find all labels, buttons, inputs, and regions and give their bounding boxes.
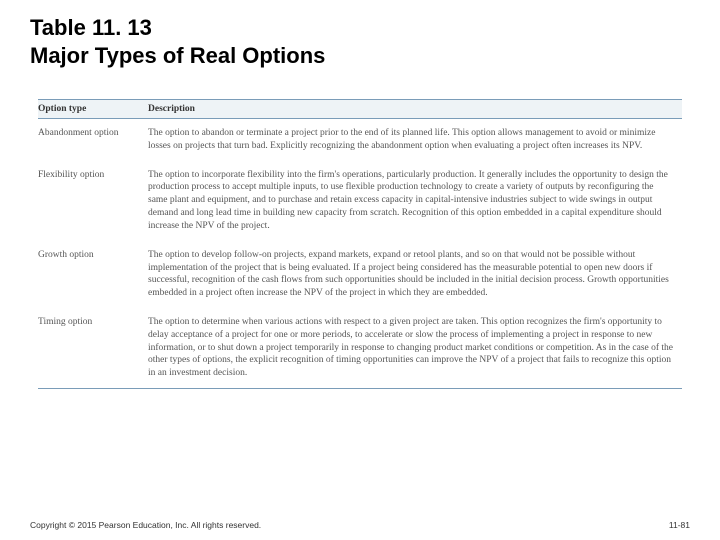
col-header-desc: Description (148, 100, 682, 119)
slide-title: Table 11. 13 Major Types of Real Options (0, 0, 720, 69)
options-table: Option type Description Abandonment opti… (38, 99, 682, 389)
page-number: 11-81 (669, 520, 690, 530)
table-row: Timing option The option to determine wh… (38, 308, 682, 389)
table-header-row: Option type Description (38, 100, 682, 119)
option-name: Growth option (38, 241, 148, 308)
option-desc: The option to abandon or terminate a pro… (148, 119, 682, 161)
table-row: Growth option The option to develop foll… (38, 241, 682, 308)
copyright-text: Copyright © 2015 Pearson Education, Inc.… (30, 520, 261, 530)
option-desc: The option to incorporate flexibility in… (148, 161, 682, 241)
options-table-wrap: Option type Description Abandonment opti… (38, 99, 682, 389)
slide-footer: Copyright © 2015 Pearson Education, Inc.… (30, 520, 690, 530)
title-line-2: Major Types of Real Options (30, 42, 690, 70)
option-name: Timing option (38, 308, 148, 389)
option-desc: The option to determine when various act… (148, 308, 682, 389)
option-name: Flexibility option (38, 161, 148, 241)
option-name: Abandonment option (38, 119, 148, 161)
title-line-1: Table 11. 13 (30, 14, 690, 42)
table-row: Flexibility option The option to incorpo… (38, 161, 682, 241)
col-header-type: Option type (38, 100, 148, 119)
table-row: Abandonment option The option to abandon… (38, 119, 682, 161)
option-desc: The option to develop follow-on projects… (148, 241, 682, 308)
